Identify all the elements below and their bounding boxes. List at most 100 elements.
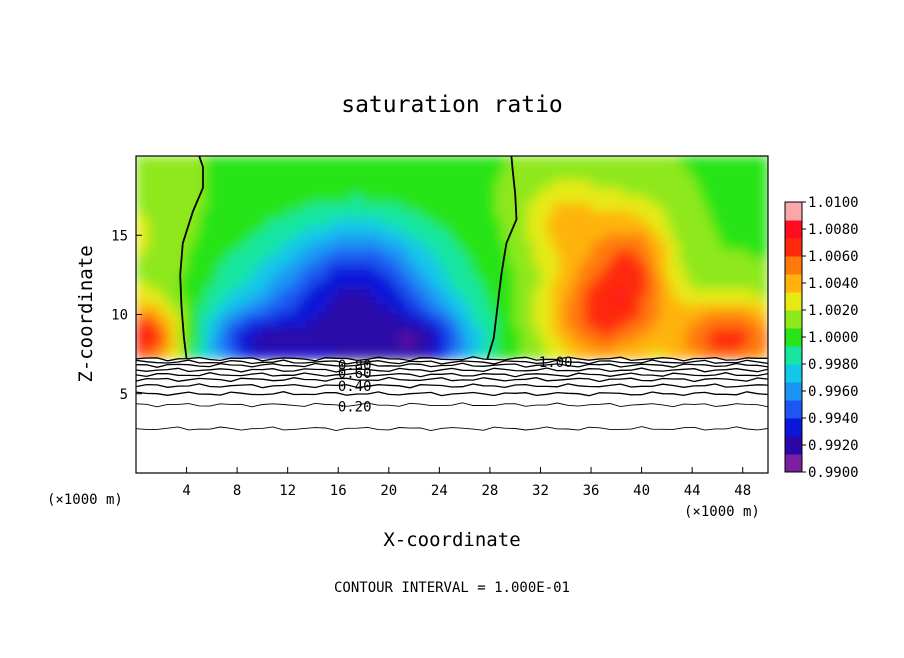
field-cell [628, 334, 636, 344]
field-cell [211, 256, 219, 266]
field-cell [331, 288, 339, 297]
field-cell [590, 233, 598, 243]
field-cell [356, 288, 365, 297]
field-cell [312, 202, 320, 212]
field-cell [552, 225, 560, 235]
field-cell [546, 272, 554, 282]
field-cell [344, 233, 352, 243]
field-cell [306, 334, 314, 344]
field-cell [331, 241, 339, 251]
field-cell [217, 272, 225, 282]
field-cell [344, 171, 352, 180]
field-cell [761, 202, 768, 212]
field-cell [293, 295, 301, 305]
contour-line [136, 391, 768, 397]
field-cell [641, 272, 649, 282]
field-cell [628, 163, 636, 173]
field-cell [407, 280, 415, 290]
field-cell [691, 334, 699, 344]
field-cell [293, 350, 301, 360]
field-cell [438, 295, 447, 305]
field-cell [666, 303, 674, 313]
field-cell [223, 272, 232, 282]
field-cell [173, 233, 181, 243]
field-cell [205, 288, 213, 297]
field-cell [375, 171, 383, 180]
field-cell [634, 225, 643, 235]
field-cell [249, 350, 257, 360]
field-cell [407, 334, 415, 344]
field-cell [735, 217, 744, 227]
field-cell [615, 311, 624, 321]
field-cell [660, 288, 668, 297]
field-cell [363, 194, 371, 204]
field-cell [539, 202, 548, 212]
field-cell [325, 194, 333, 204]
field-cell [628, 350, 636, 360]
field-cell [457, 156, 466, 165]
field-cell [350, 327, 358, 336]
field-cell [735, 233, 744, 243]
field-cell [261, 163, 270, 173]
field-cell [287, 334, 295, 344]
field-cell [167, 334, 175, 344]
field-cell [261, 256, 270, 266]
field-cell [754, 233, 763, 243]
field-cell [413, 264, 421, 274]
field-cell [369, 241, 377, 251]
field-cell [236, 163, 244, 173]
field-cell [230, 156, 238, 165]
field-cell [552, 327, 560, 336]
field-cell [660, 210, 668, 219]
field-cell [192, 225, 200, 235]
field-cell [660, 163, 668, 173]
field-cell [223, 178, 232, 188]
field-cell [438, 171, 447, 180]
field-cell [464, 171, 472, 180]
field-cell [470, 280, 478, 290]
field-cell [198, 327, 207, 336]
field-cell [167, 210, 175, 219]
field-cell [615, 202, 624, 212]
field-cell [672, 350, 681, 360]
field-cell [584, 163, 592, 173]
field-cell [634, 264, 643, 274]
field-cell [211, 171, 219, 180]
field-cell [363, 288, 371, 297]
field-cell [413, 327, 421, 336]
field-cell [312, 342, 320, 352]
field-cell [306, 249, 314, 258]
field-cell [299, 327, 308, 336]
field-cell [432, 249, 440, 258]
field-cell [704, 202, 712, 212]
field-cell [148, 225, 156, 235]
field-cell [691, 350, 699, 360]
field-cell [571, 156, 579, 165]
field-cell [205, 217, 213, 227]
field-cell [356, 295, 365, 305]
field-cell [186, 186, 194, 196]
field-cell [704, 272, 712, 282]
field-cell [697, 163, 706, 173]
field-cell [344, 288, 352, 297]
field-cell [419, 156, 428, 165]
field-cell [255, 163, 263, 173]
field-cell [369, 210, 377, 219]
field-cell [173, 249, 181, 258]
field-cell [242, 272, 251, 282]
field-cell [217, 342, 225, 352]
field-cell [647, 171, 655, 180]
field-cell [167, 225, 175, 235]
field-cell [413, 303, 421, 313]
field-cell [179, 272, 188, 282]
field-cell [476, 342, 485, 352]
field-cell [697, 233, 706, 243]
field-cell [261, 202, 270, 212]
field-cell [413, 156, 421, 165]
field-cell [742, 163, 750, 173]
field-cell [141, 210, 150, 219]
field-cell [571, 225, 579, 235]
field-cell [697, 202, 706, 212]
field-cell [697, 295, 706, 305]
field-cell [495, 194, 504, 204]
